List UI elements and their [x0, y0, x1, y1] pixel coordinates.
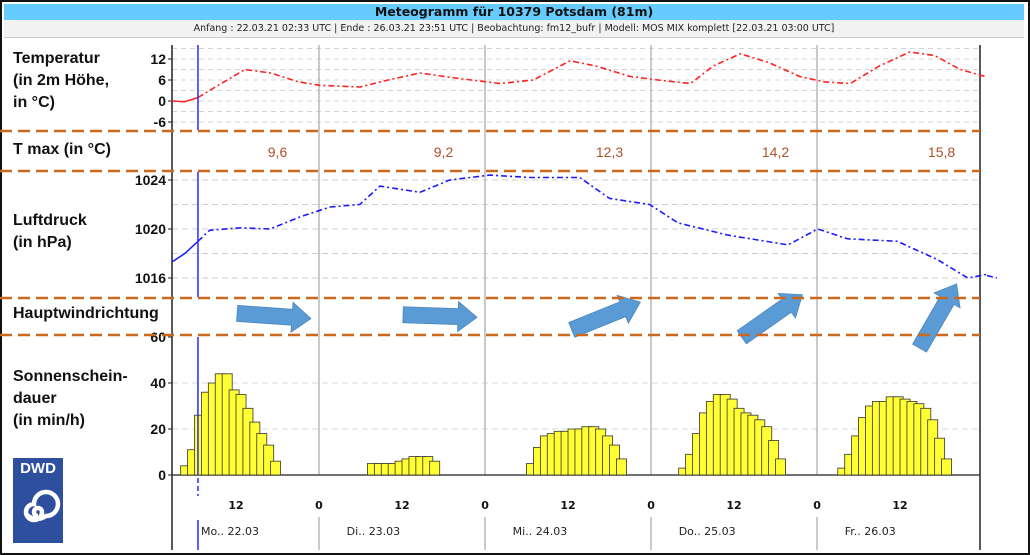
- logo-text: DWD: [20, 460, 56, 477]
- sunshine-bar: [429, 460, 441, 476]
- sunshine-bar: [270, 460, 282, 476]
- date-label: Fr.. 26.03: [845, 525, 896, 538]
- hour-label: 0: [315, 499, 323, 512]
- wind-arrow-icon: [402, 300, 478, 333]
- wind-arrow-shape: [402, 300, 478, 333]
- temperature-label: Temperatur (in 2m Höhe, in °C): [13, 48, 109, 114]
- spiral-icon: [23, 489, 61, 523]
- sunshine-tick-label: 0: [158, 467, 166, 483]
- wind-arrow-shape: [236, 301, 312, 334]
- pressure-forecast-line: [197, 174, 998, 279]
- label-line: Luftdruck: [13, 212, 87, 229]
- wind-arrow-shape: [912, 283, 961, 353]
- label-line: dauer: [13, 390, 57, 407]
- temperature-forecast-line: [197, 51, 986, 99]
- temperature-tick-label: 6: [158, 72, 166, 88]
- label-line: (in 2m Höhe,: [13, 72, 110, 89]
- sunshine-label: Sonnenschein- dauer (in min/h): [13, 366, 128, 432]
- hour-label: 0: [481, 499, 489, 512]
- tmax-value: 9,2: [434, 144, 454, 160]
- pressure-tick-label: 1024: [135, 172, 166, 188]
- tmax-value: 14,2: [762, 144, 789, 160]
- tmax-value: 12,3: [596, 144, 623, 160]
- sunshine-bar: [263, 444, 275, 476]
- sunshine-bar: [941, 458, 952, 476]
- hour-label: 12: [228, 499, 243, 512]
- label-line: in °C): [13, 94, 55, 111]
- date-label: Mi.. 24.03: [513, 525, 568, 538]
- temperature-tick-label: 0: [158, 93, 166, 109]
- hour-label: 12: [560, 499, 575, 512]
- pressure-observed-line: [171, 240, 199, 263]
- date-label: Do.. 25.03: [679, 525, 736, 538]
- label-line: (in hPa): [13, 234, 72, 251]
- tmax-value: 15,8: [928, 144, 955, 160]
- hour-label: 12: [394, 499, 409, 512]
- chart-subtitle: Anfang : 22.03.21 02:33 UTC | Ende : 26.…: [4, 20, 1024, 38]
- wind-arrow-icon: [912, 283, 961, 353]
- hour-label: 12: [726, 499, 741, 512]
- date-label: Mo.. 22.03: [201, 525, 259, 538]
- sunshine-bar: [934, 437, 946, 476]
- hour-label: 12: [892, 499, 907, 512]
- wind-arrow-shape: [736, 292, 803, 345]
- label-line: Temperatur: [13, 50, 100, 67]
- temperature-tick-label: 12: [150, 51, 166, 67]
- pressure-label: Luftdruck (in hPa): [13, 210, 87, 254]
- date-label: Di.. 23.03: [347, 525, 401, 538]
- tmax-value: 9,6: [268, 144, 288, 160]
- wind-arrow-icon: [736, 292, 803, 345]
- tmax-label: T max (in °C): [13, 141, 111, 158]
- chart-title: Meteogramm für 10379 Potsdam (81m): [4, 4, 1024, 20]
- label-line: Sonnenschein-: [13, 368, 128, 385]
- sunshine-tick-label: 40: [150, 375, 166, 391]
- temperature-observed-line: [171, 96, 199, 103]
- pressure-tick-label: 1020: [135, 221, 166, 237]
- wind-arrow-icon: [236, 301, 312, 334]
- sunshine-tick-label: 60: [150, 329, 166, 345]
- wind-label: Hauptwindrichtung: [13, 305, 159, 322]
- sunshine-bar: [616, 458, 627, 476]
- sunshine-tick-label: 20: [150, 421, 166, 437]
- label-line: (in min/h): [13, 412, 85, 429]
- hour-label: 0: [647, 499, 655, 512]
- pressure-tick-label: 1016: [135, 270, 166, 286]
- sunshine-bar: [775, 458, 786, 476]
- hour-label: 0: [813, 499, 821, 512]
- dwd-logo: DWD: [13, 458, 63, 543]
- sunshine-bar: [768, 440, 780, 476]
- temperature-tick-label: -6: [154, 114, 167, 130]
